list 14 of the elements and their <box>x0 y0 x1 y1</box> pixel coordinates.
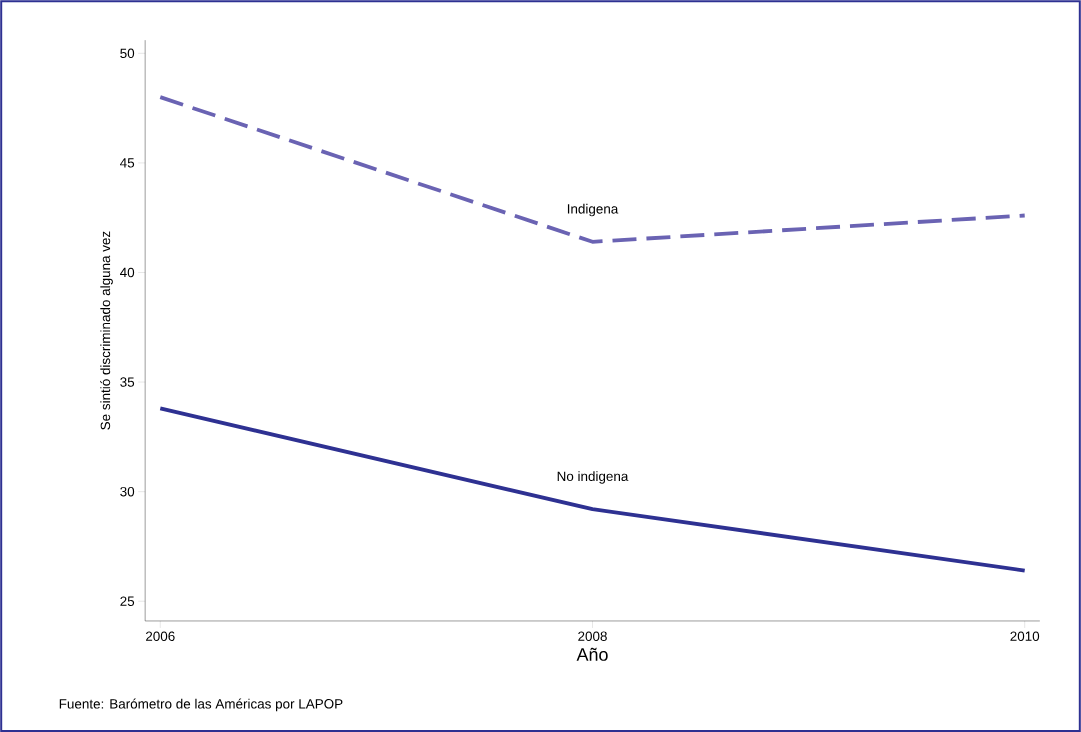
x-tick-label: 2010 <box>1010 631 1040 641</box>
y-tick-label: 40 <box>120 267 135 278</box>
x-tick-label: 2006 <box>145 631 175 641</box>
source-note: Fuente: Barómetro de las Américas por LAPOP <box>59 698 343 712</box>
y-tick-label: 35 <box>120 377 135 387</box>
y-tick-label: 30 <box>120 486 135 497</box>
y-tick-label: 45 <box>120 158 135 168</box>
series-label: No indigena <box>557 471 629 484</box>
y-tick-label: 50 <box>120 48 135 59</box>
y-axis-title: Se sintió discriminado alguna vez <box>100 231 113 430</box>
x-tick-label: 2008 <box>578 631 607 641</box>
series-label: Indigena <box>567 203 619 217</box>
y-tick-label: 25 <box>120 596 135 606</box>
x-axis-title: Año <box>576 647 608 661</box>
